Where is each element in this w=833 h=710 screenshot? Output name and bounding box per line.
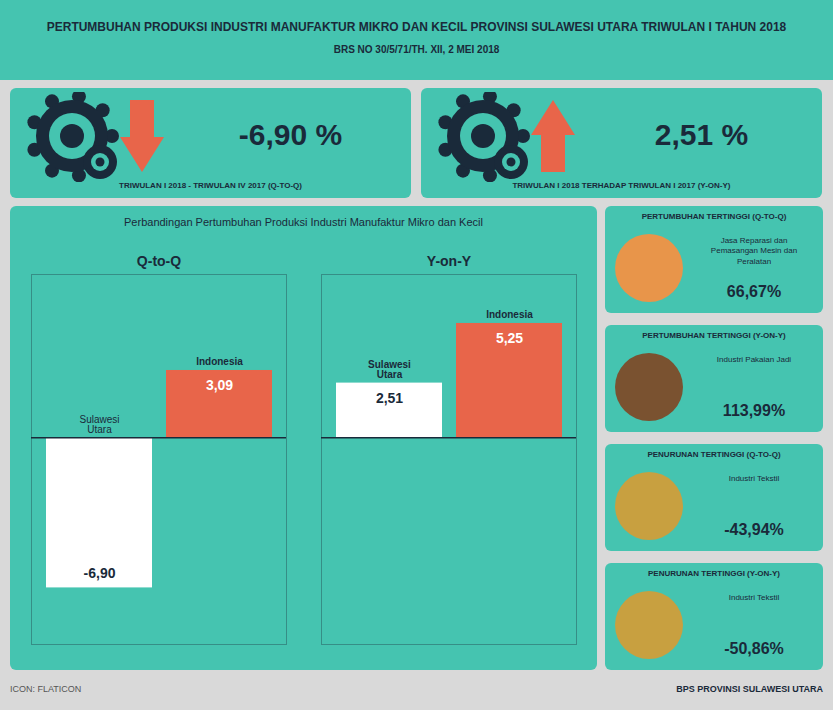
- html-text:Perbandingan Pertumbuhan Produ: Perbandingan Pertumbuhan Produksi Indust…: [124, 216, 483, 228]
- svg-text:Y-on-Y: Y-on-Y: [427, 253, 472, 269]
- html-text:-43,94%: -43,94%: [724, 521, 784, 538]
- html-text:-6,90 %: -6,90 %: [238, 118, 343, 151]
- svg-text:SulawesiUtara: SulawesiUtara: [368, 359, 411, 380]
- html-text:Industri Tekstil: Industri Tekstil: [728, 474, 780, 483]
- html-text:BRS NO 30/5/71/TH. XII, 2 MEI: BRS NO 30/5/71/TH. XII, 2 MEI 2018: [333, 44, 500, 55]
- html-text:BPS PROVINSI SULAWESI UTARA: BPS PROVINSI SULAWESI UTARA: [676, 684, 823, 694]
- html-text:Jasa Reparasi dan Pemasangan M: Jasa Reparasi dan Pemasangan Mesin dan P…: [710, 236, 798, 266]
- svg-text:SulawesiUtara: SulawesiUtara: [79, 414, 119, 435]
- svg-text:2,51: 2,51: [376, 390, 403, 406]
- html-text:113,99%: 113,99%: [722, 402, 786, 419]
- html-text:Industri Pakaian Jadi: Industri Pakaian Jadi: [716, 355, 792, 364]
- html-text:TRIWULAN I 2018 TERHADAP TRIWU: TRIWULAN I 2018 TERHADAP TRIWULAN I 2017…: [512, 181, 731, 190]
- svg-text:Q-to-Q: Q-to-Q: [137, 253, 181, 269]
- svg-text:Indonesia: Indonesia: [196, 356, 243, 367]
- html-text:2,51 %: 2,51 %: [654, 118, 749, 151]
- html-text:PERTUMBUHAN TERTINGGI (Q-TO-Q): PERTUMBUHAN TERTINGGI (Q-TO-Q): [641, 212, 787, 221]
- html-text:ICON: FLATICON: ICON: FLATICON: [10, 684, 82, 694]
- html-text:PENURUNAN TERTINGGI (Y-ON-Y): PENURUNAN TERTINGGI (Y-ON-Y): [648, 569, 780, 578]
- html-text:PERTUMBUHAN TERTINGGI (Y-ON-Y): PERTUMBUHAN TERTINGGI (Y-ON-Y): [642, 331, 786, 340]
- html-text:PENURUNAN TERTINGGI (Q-TO-Q): PENURUNAN TERTINGGI (Q-TO-Q): [647, 450, 781, 459]
- html-text:66,67%: 66,67%: [726, 283, 782, 300]
- svg-text:Indonesia: Indonesia: [486, 309, 533, 320]
- html-text:PERTUMBUHAN PRODUKSI INDUSTRI: PERTUMBUHAN PRODUKSI INDUSTRI MANUFAKTUR…: [46, 20, 787, 34]
- html-text:-50,86%: -50,86%: [724, 640, 784, 657]
- svg-text:5,25: 5,25: [496, 330, 523, 346]
- svg-text:-6,90: -6,90: [84, 565, 116, 581]
- svg-text:3,09: 3,09: [206, 377, 233, 393]
- html-text:Industri Tekstil: Industri Tekstil: [728, 593, 780, 602]
- html-text:TRIWULAN I 2018 - TRIWULAN IV: TRIWULAN I 2018 - TRIWULAN IV 2017 (Q-TO…: [119, 181, 302, 190]
